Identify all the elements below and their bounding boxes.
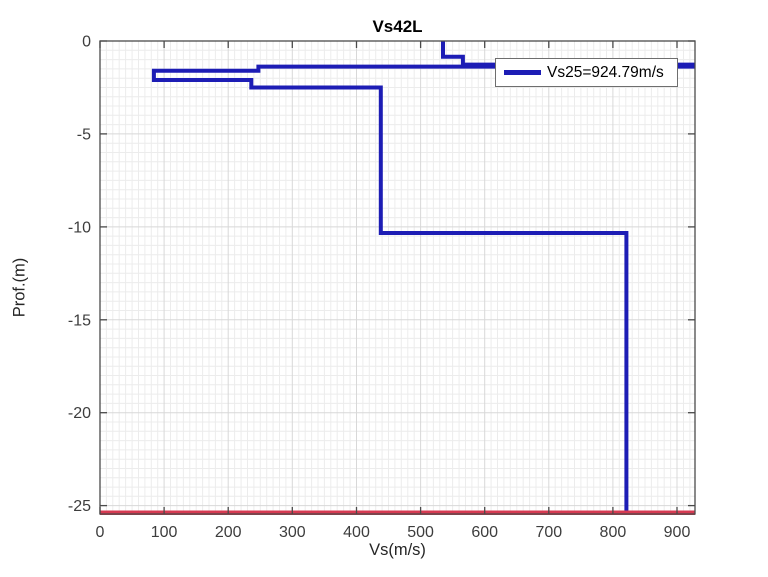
x-tick-label: 300 [279, 524, 306, 541]
x-axis-label: Vs(m/s) [369, 541, 426, 559]
y-tick-label: -20 [68, 405, 91, 422]
plot-border [99, 40, 696, 515]
x-tick-label: 0 [96, 524, 105, 541]
legend-label: Vs25=924.79m/s [547, 63, 664, 81]
x-tick-label: 700 [535, 524, 562, 541]
y-tick-label: 0 [82, 34, 91, 51]
x-tick-label: 100 [151, 524, 178, 541]
x-tick-label: 900 [664, 524, 691, 541]
x-tick-label: 200 [215, 524, 242, 541]
legend: Vs25=924.79m/s [495, 58, 678, 87]
y-tick-label: -5 [77, 126, 91, 143]
x-tick-label: 600 [471, 524, 498, 541]
y-tick-label: -25 [68, 498, 91, 515]
vs-profile-line [151, 41, 696, 512]
x-tick-label: 500 [407, 524, 434, 541]
y-tick-label: -10 [68, 219, 91, 236]
chart-title: Vs42L [372, 17, 423, 36]
legend-line-sample [504, 70, 541, 75]
y-tick-label: -15 [68, 312, 91, 329]
x-tick-label: 800 [600, 524, 627, 541]
x-tick-label: 400 [343, 524, 370, 541]
y-axis-label: Prof.(m) [10, 257, 29, 318]
